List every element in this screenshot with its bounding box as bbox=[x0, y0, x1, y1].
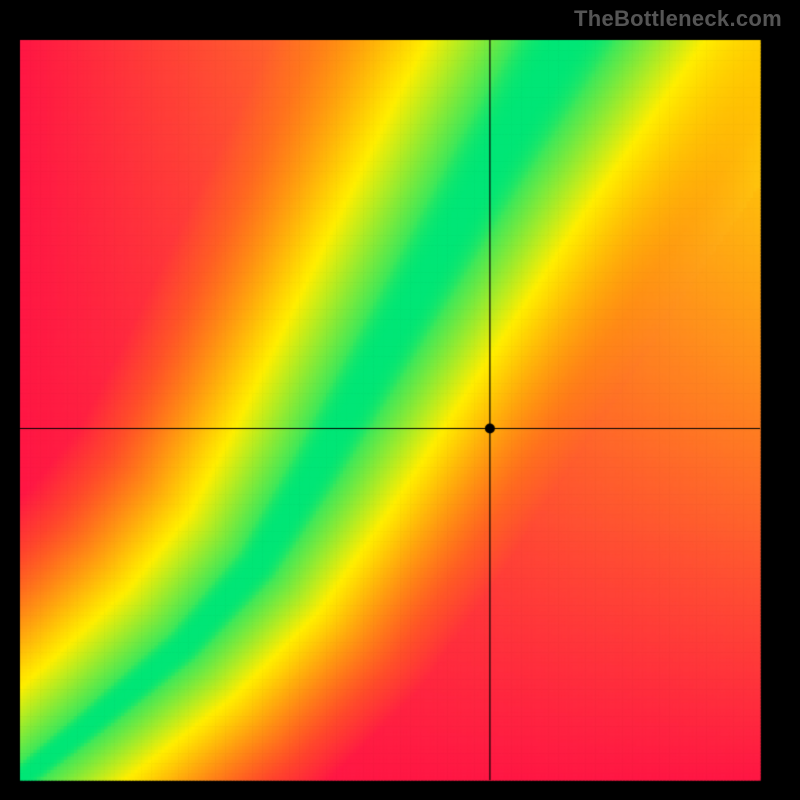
chart-container: TheBottleneck.com bbox=[0, 0, 800, 800]
bottleneck-heatmap bbox=[0, 0, 800, 800]
watermark-text: TheBottleneck.com bbox=[574, 6, 782, 32]
